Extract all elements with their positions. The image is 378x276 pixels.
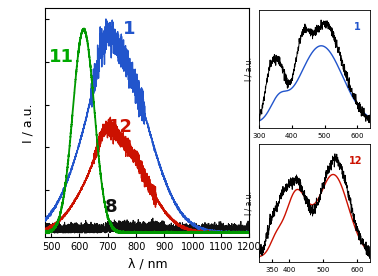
Y-axis label: I / a.u.: I / a.u. [244, 57, 253, 81]
Y-axis label: I / a.u.: I / a.u. [22, 103, 35, 143]
X-axis label: λ / nm: λ / nm [128, 258, 167, 271]
X-axis label: λ / nm: λ / nm [303, 145, 327, 154]
Text: 1: 1 [354, 22, 361, 32]
Text: 12: 12 [108, 118, 133, 136]
Text: 12: 12 [349, 156, 362, 166]
Text: 1: 1 [123, 20, 136, 38]
Text: 11: 11 [49, 48, 74, 66]
Text: 8: 8 [105, 198, 118, 216]
Y-axis label: I / a.u.: I / a.u. [244, 191, 253, 215]
